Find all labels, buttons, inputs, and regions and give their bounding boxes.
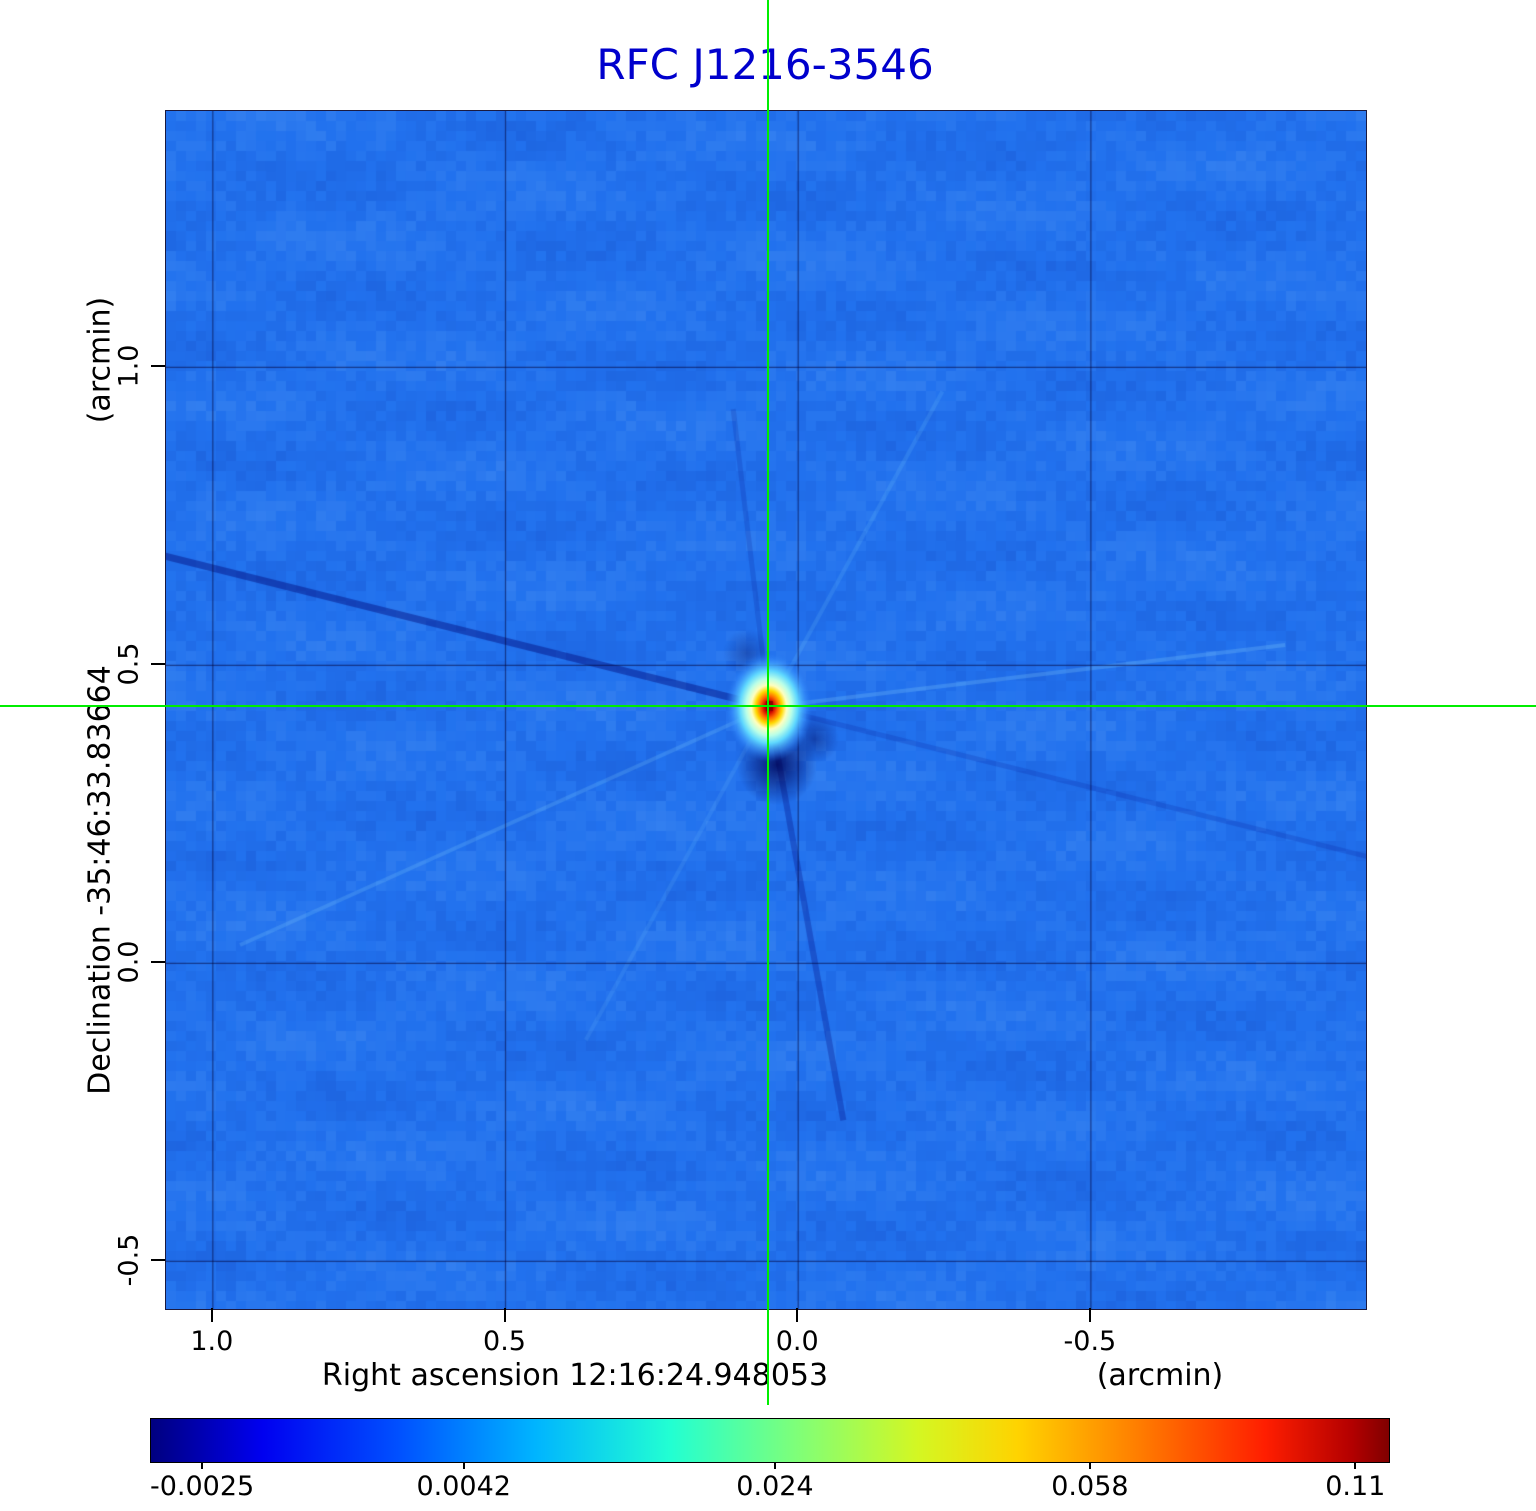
page-title: RFC J1216-3546 bbox=[596, 40, 934, 89]
colorbar-tick-label: 0.058 bbox=[1051, 1471, 1129, 1502]
y-axis-tick bbox=[151, 961, 165, 964]
x-axis-tick bbox=[796, 1308, 799, 1322]
y-axis-tick bbox=[151, 365, 165, 368]
sky-map-canvas bbox=[166, 111, 1366, 1309]
x-axis-tick bbox=[210, 1308, 213, 1322]
sky-map bbox=[165, 110, 1367, 1310]
y-axis-tick-label: 0.5 bbox=[113, 642, 145, 686]
colorbar-tick bbox=[1088, 1463, 1091, 1469]
y-axis-unit-label: (arcmin) bbox=[82, 296, 118, 424]
x-axis-tick-label: 1.0 bbox=[190, 1326, 234, 1357]
y-axis-tick-label: 1.0 bbox=[113, 344, 145, 388]
x-axis-tick-label: -0.5 bbox=[1063, 1326, 1117, 1357]
colorbar-tick bbox=[462, 1463, 465, 1469]
y-axis-label: Declination -35:46:33.83664 bbox=[82, 665, 118, 1095]
y-axis-tick bbox=[151, 663, 165, 666]
colorbar-tick-label: -0.0025 bbox=[149, 1471, 255, 1502]
colorbar-tick-label: 0.11 bbox=[1325, 1471, 1386, 1502]
crosshair-horizontal-line bbox=[0, 705, 1536, 708]
colorbar bbox=[150, 1418, 1390, 1463]
colorbar-tick bbox=[773, 1463, 776, 1469]
y-axis-tick-label: 0.0 bbox=[113, 940, 145, 984]
crosshair-vertical-line bbox=[766, 0, 769, 1405]
x-axis-label: Right ascension 12:16:24.948053 bbox=[321, 1358, 829, 1393]
colorbar-tick-label: 0.024 bbox=[736, 1471, 814, 1502]
x-axis-tick bbox=[503, 1308, 506, 1322]
colorbar-tick-label: 0.0042 bbox=[416, 1471, 511, 1502]
x-axis-unit-label: (arcmin) bbox=[1096, 1358, 1224, 1393]
y-axis-tick bbox=[151, 1259, 165, 1262]
colorbar-tick bbox=[201, 1463, 204, 1469]
colorbar-tick bbox=[1354, 1463, 1357, 1469]
x-axis-tick bbox=[1088, 1308, 1091, 1322]
x-axis-tick-label: 0.0 bbox=[775, 1326, 819, 1357]
y-axis-tick-label: -0.5 bbox=[113, 1233, 145, 1287]
x-axis-tick-label: 0.5 bbox=[483, 1326, 526, 1357]
